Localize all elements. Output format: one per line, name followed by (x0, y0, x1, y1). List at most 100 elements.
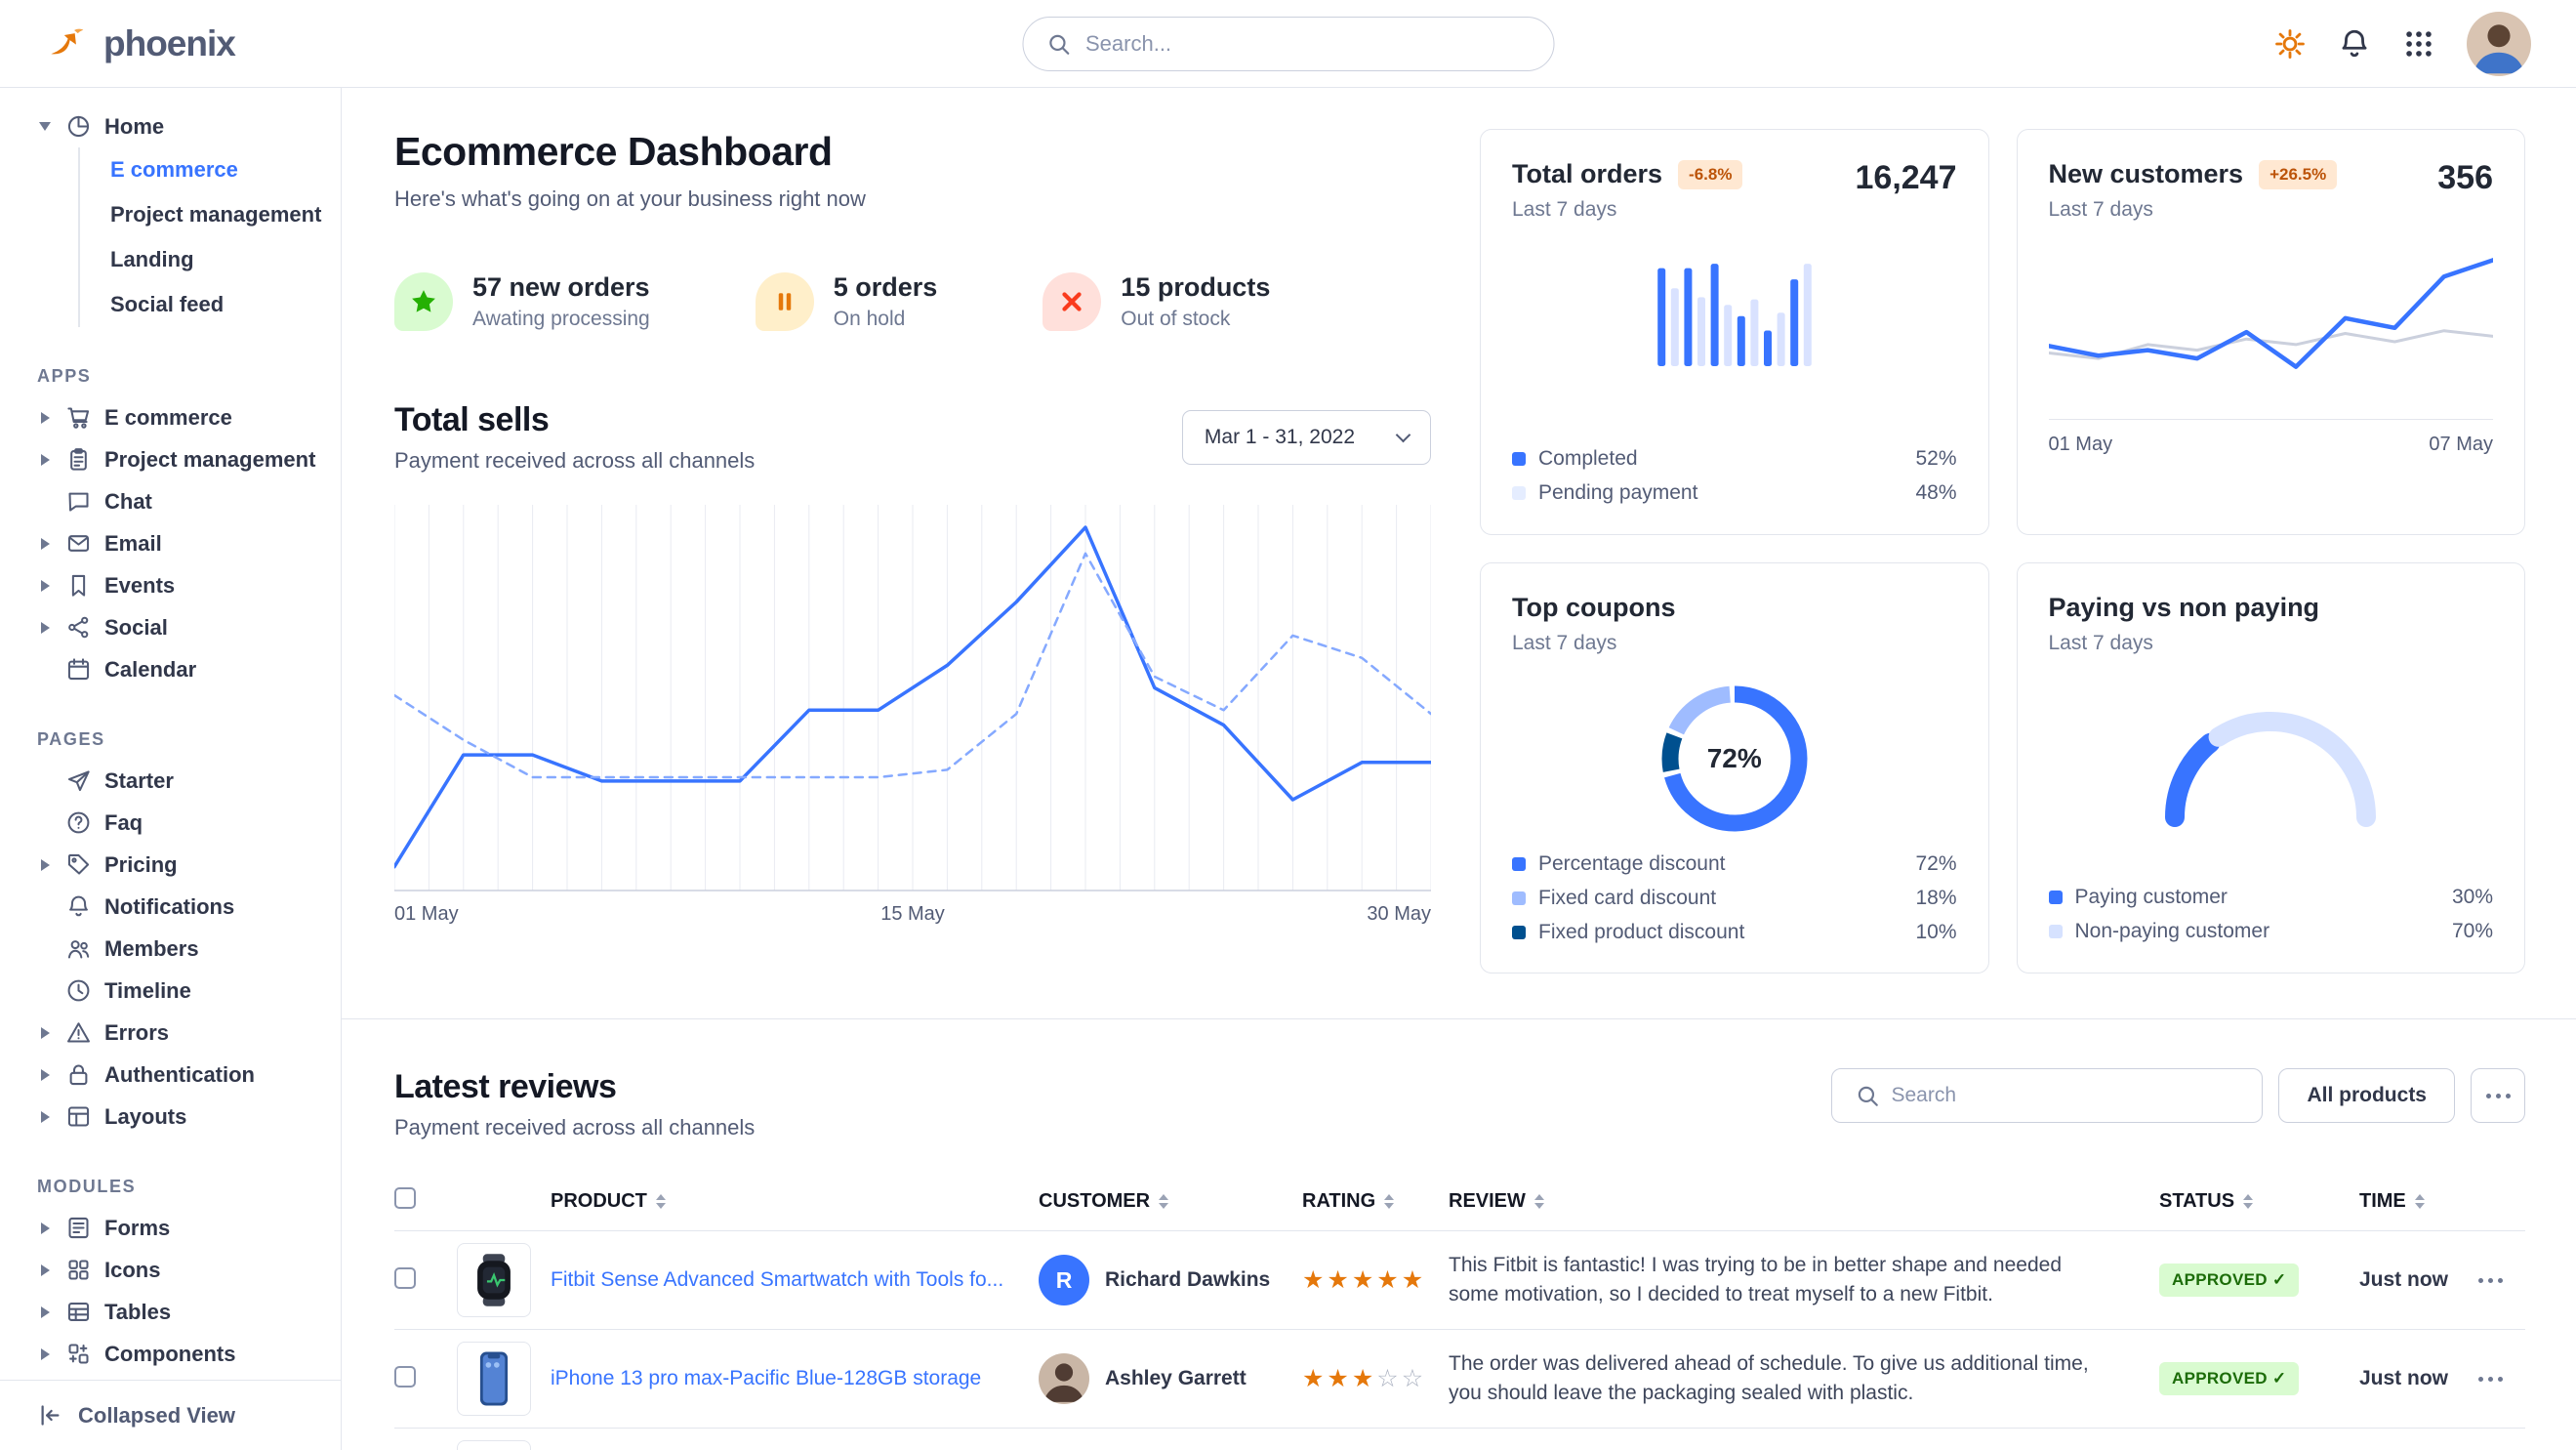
legend-label: Fixed product discount (1538, 921, 1745, 943)
sidebar-item-members[interactable]: Members (0, 928, 341, 970)
card-value: 356 (2437, 159, 2493, 196)
date-range-value: Mar 1 - 31, 2022 (1204, 426, 1355, 448)
caret-right-icon (37, 1068, 53, 1081)
sidebar-item-notifications[interactable]: Notifications (0, 886, 341, 928)
legend-swatch (1512, 452, 1526, 466)
search-icon (1045, 31, 1071, 57)
legend-item-fixed-product-discount: Fixed product discount 10% (1512, 921, 1957, 944)
sidebar-item-email[interactable]: Email (0, 522, 341, 564)
sidebar-item-forms[interactable]: Forms (0, 1207, 341, 1249)
sidebar-item-label: Notifications (104, 893, 235, 919)
legend-item-percentage-discount: Percentage discount 72% (1512, 852, 1957, 876)
reviews-search-input[interactable] (1831, 1068, 2264, 1123)
sidebar-item-components[interactable]: Components (0, 1333, 341, 1375)
date-range-select[interactable]: Mar 1 - 31, 2022 (1181, 410, 1431, 465)
user-avatar[interactable] (2467, 11, 2531, 76)
product-link[interactable]: iPhone 13 pro max-Pacific Blue-128GB sto… (551, 1367, 982, 1390)
collapsed-view-label: Collapsed View (78, 1402, 235, 1428)
review-text: This Fitbit is fantastic! I was trying t… (1449, 1253, 2063, 1305)
row-checkbox[interactable] (394, 1365, 416, 1388)
sidebar-nav: Home E commerce Project management Landing S… (0, 88, 341, 1380)
table-header: PRODUCT CUSTOMER RATING REVIEW STATUS TI… (394, 1180, 2525, 1230)
customers-x-labels: 01 May 07 May (2048, 419, 2493, 456)
sidebar-item-e-commerce[interactable]: E commerce (0, 396, 341, 438)
row-checkbox[interactable] (394, 1266, 416, 1289)
coupons-donut-chart: 72% (1651, 675, 1819, 843)
legend-swatch (1512, 486, 1526, 500)
row-actions-button[interactable] (2476, 1270, 2505, 1291)
sidebar-item-events[interactable]: Events (0, 564, 341, 606)
stat-caption: Out of stock (1121, 308, 1231, 330)
donut-center-label: 72% (1706, 743, 1762, 773)
sidebar-item-errors[interactable]: Errors (0, 1012, 341, 1054)
sun-icon (2275, 28, 2305, 59)
sidebar-item-authentication[interactable]: Authentication (0, 1054, 341, 1096)
all-products-button[interactable]: All products (2278, 1068, 2455, 1123)
rating-stars: ★★★☆☆ (1302, 1365, 1427, 1392)
x-label: 07 May (2429, 434, 2493, 455)
card-period: Last 7 days (1512, 632, 1617, 654)
column-header-status[interactable]: STATUS (2159, 1190, 2359, 1213)
product-image[interactable] (457, 1243, 531, 1317)
sidebar-item-starter[interactable]: Starter (0, 760, 341, 802)
sidebar-item-tables[interactable]: Tables (0, 1291, 341, 1333)
status-badge: APPROVED ✓ (2159, 1362, 2300, 1395)
apps-grid-button[interactable] (2402, 27, 2435, 61)
select-all-checkbox[interactable] (394, 1187, 416, 1209)
product-image[interactable] (457, 1440, 531, 1450)
sidebar-item-layouts[interactable]: Layouts (0, 1096, 341, 1138)
sidebar-item-chat[interactable]: Chat (0, 480, 341, 522)
sidebar-item-faq[interactable]: Faq (0, 802, 341, 844)
legend-item-fixed-card-discount: Fixed card discount 18% (1512, 887, 1957, 910)
search-icon (1855, 1083, 1880, 1108)
legend-value: 52% (1915, 447, 1957, 470)
column-header-customer[interactable]: CUSTOMER (1039, 1190, 1302, 1213)
product-image[interactable] (457, 1342, 531, 1416)
sidebar-item-social-feed[interactable]: Social feed (110, 292, 225, 316)
sidebar-item-social[interactable]: Social (0, 606, 341, 648)
card-top-coupons: Top coupons Last 7 days 72% Percentage d… (1480, 562, 1989, 974)
bell-icon (2342, 29, 2367, 57)
sidebar-item-project-management[interactable]: Project management (110, 202, 322, 227)
sidebar-item-home[interactable]: Home (0, 105, 341, 147)
caret-right-icon (37, 1110, 53, 1123)
trend-badge: -6.8% (1678, 159, 1743, 189)
table-body: Fitbit Sense Advanced Smartwatch with To… (394, 1230, 2525, 1450)
cart-icon (65, 404, 92, 431)
reviews-more-button[interactable] (2471, 1068, 2525, 1123)
sidebar-item-pricing[interactable]: Pricing (0, 844, 341, 886)
collapsed-view-button[interactable]: Collapsed View (0, 1380, 341, 1450)
sidebar-item-calendar[interactable]: Calendar (0, 648, 341, 690)
legend-value: 30% (2451, 886, 2493, 908)
review-row: iPhone 13 pro max-Pacific Blue-128GB sto… (394, 1329, 2525, 1428)
sidebar-section-label-apps: APPS (37, 366, 92, 386)
status-badge: APPROVED ✓ (2159, 1264, 2300, 1297)
search-input[interactable] (1022, 16, 1554, 71)
sidebar-item-timeline[interactable]: Timeline (0, 970, 341, 1012)
stat-caption: On hold (833, 308, 906, 330)
sidebar-item-landing[interactable]: Landing (110, 247, 194, 271)
caret-right-icon (37, 858, 53, 871)
notifications-button[interactable] (2338, 27, 2371, 61)
sidebar-item-e-commerce[interactable]: E commerce (110, 157, 238, 182)
theme-toggle-button[interactable] (2273, 27, 2307, 61)
reviews-subtitle: Payment received across all channels (394, 1115, 756, 1139)
column-header-rating[interactable]: RATING (1302, 1190, 1449, 1213)
column-header-review[interactable]: REVIEW (1449, 1190, 2159, 1213)
card-title: Top coupons (1512, 593, 1676, 622)
column-header-time[interactable]: TIME (2359, 1190, 2476, 1213)
sidebar-item-project-management[interactable]: Project management (0, 438, 341, 480)
legend-item-paying-customer: Paying customer 30% (2048, 886, 2493, 909)
row-actions-button[interactable] (2476, 1369, 2505, 1389)
sidebar-item-icons[interactable]: Icons (0, 1249, 341, 1291)
sort-icon (2414, 1193, 2425, 1209)
orders-bar-chart (1656, 264, 1812, 366)
column-header-product[interactable]: PRODUCT (551, 1190, 1039, 1213)
card-paying: Paying vs non paying Last 7 days Paying … (2016, 562, 2525, 974)
product-link[interactable]: Fitbit Sense Advanced Smartwatch with To… (551, 1268, 1004, 1292)
card-title: Total orders (1512, 159, 1663, 188)
caret-right-icon (37, 1305, 53, 1318)
sidebar-item-label: Authentication (104, 1061, 255, 1087)
sidebar-item-label: Members (104, 935, 199, 961)
logo[interactable]: phoenix (45, 21, 236, 66)
